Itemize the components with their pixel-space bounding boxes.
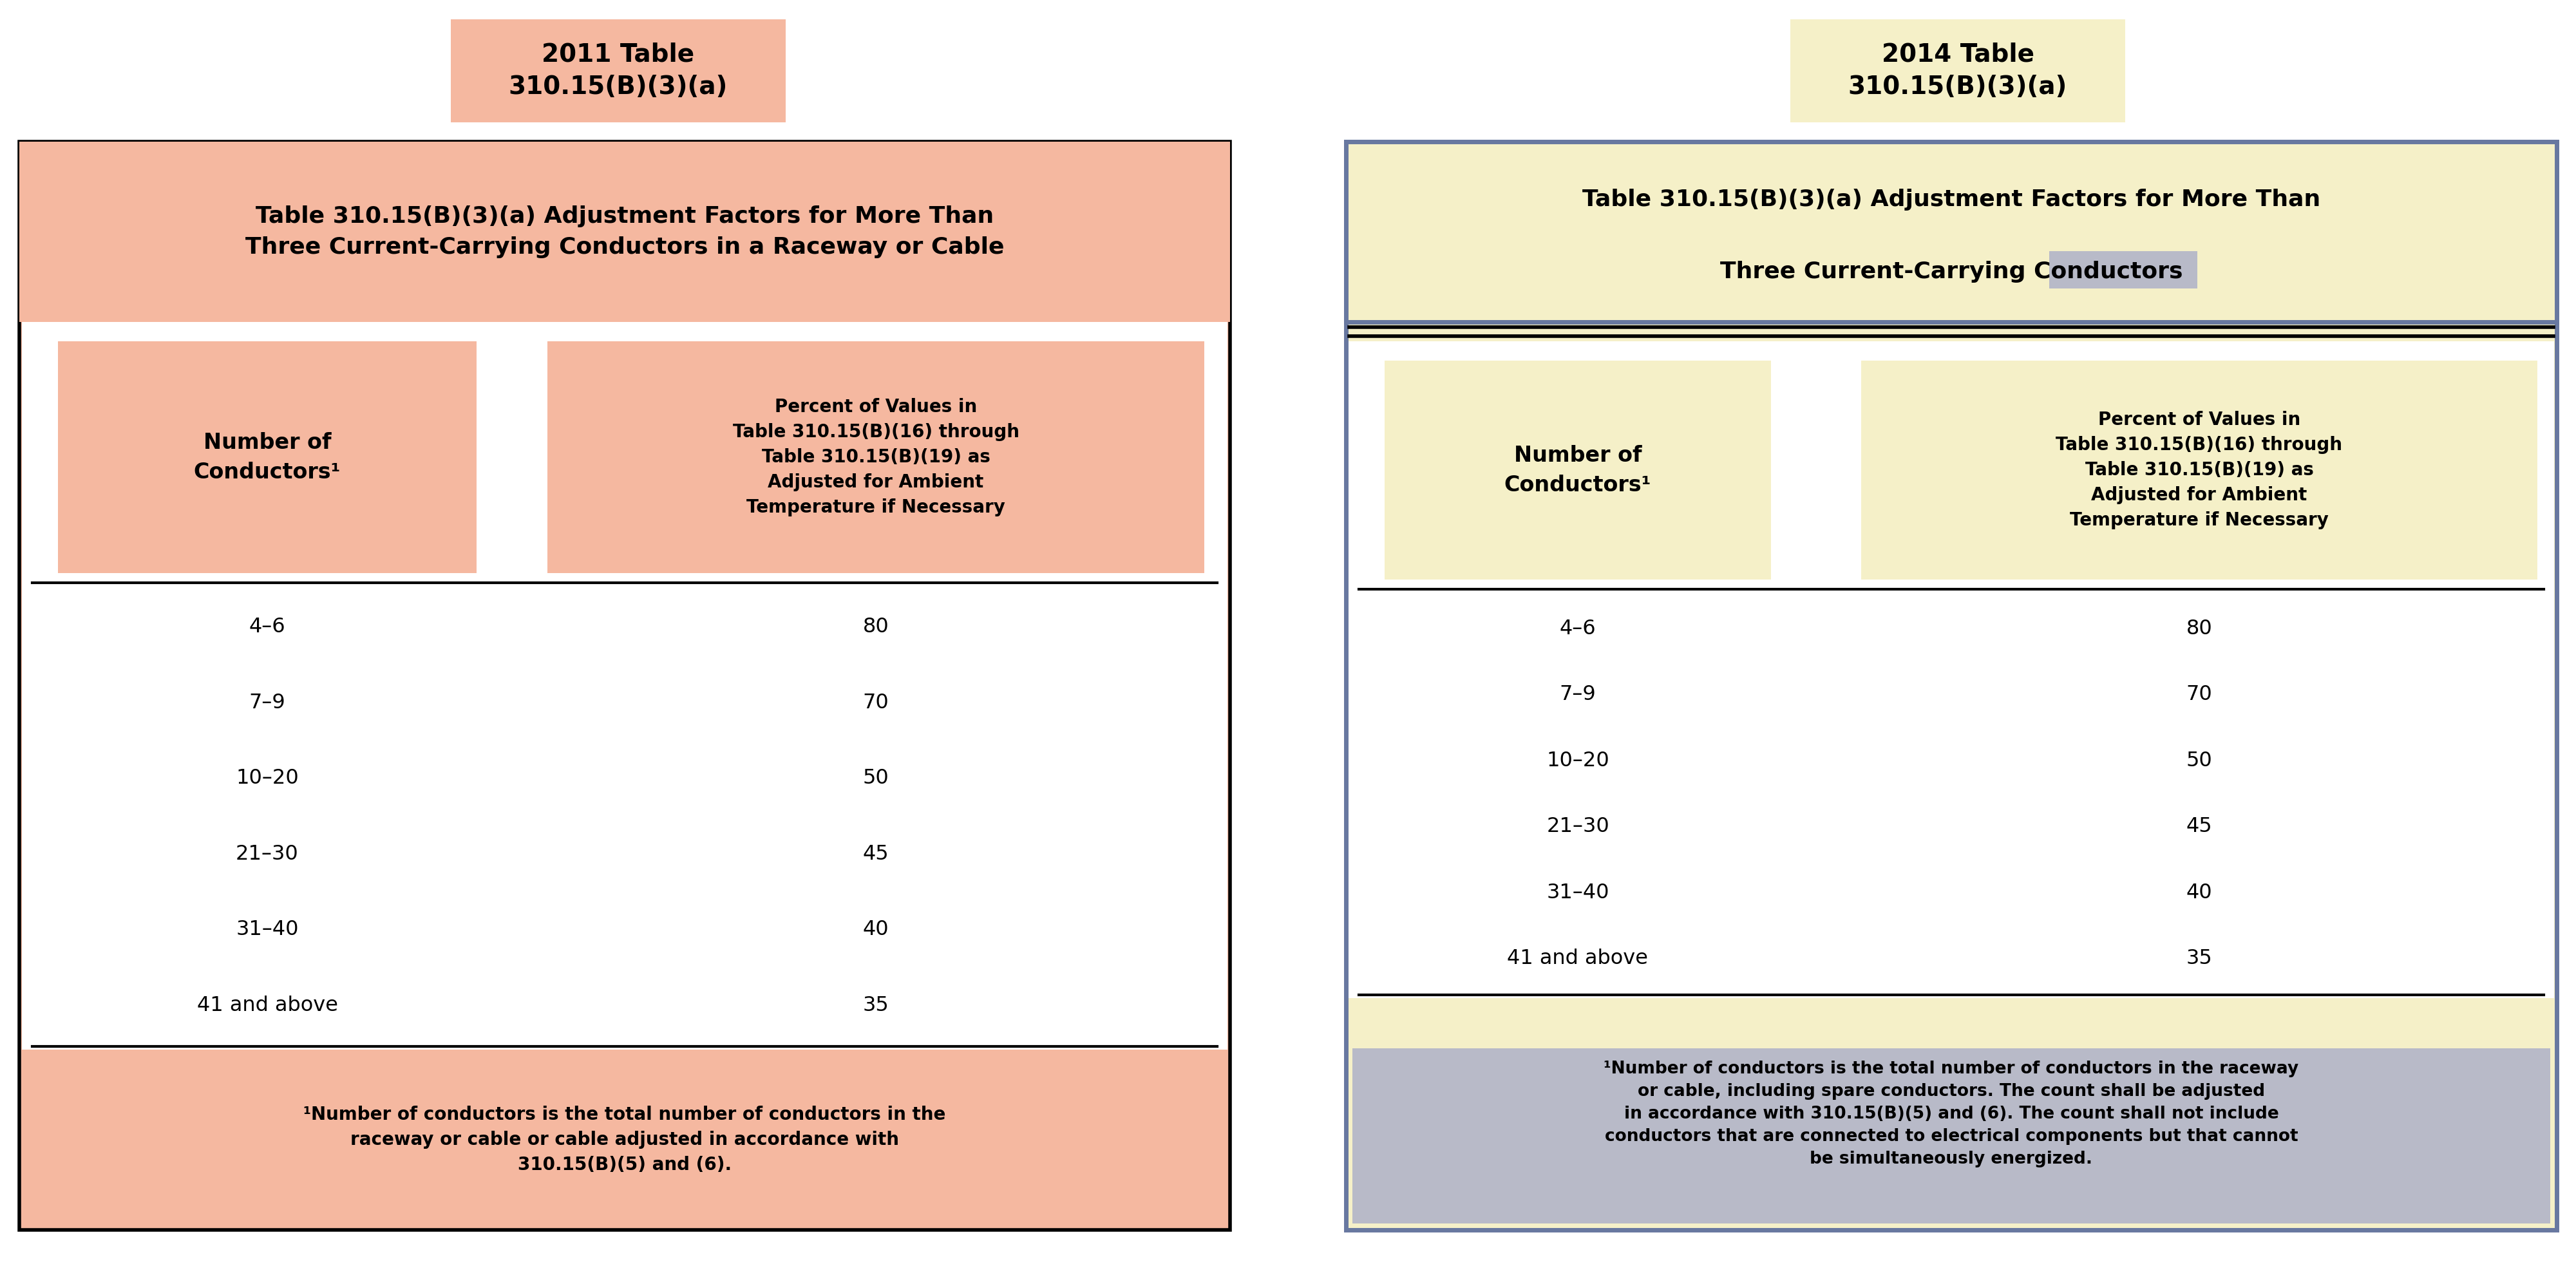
Text: 10–20: 10–20 <box>1546 751 1610 770</box>
Text: 80: 80 <box>863 618 889 637</box>
Text: 2014 Table
310.15(B)(3)(a): 2014 Table 310.15(B)(3)(a) <box>1847 42 2069 99</box>
Text: Table 310.15(B)(3)(a) Adjustment Factors for More Than: Table 310.15(B)(3)(a) Adjustment Factors… <box>1582 189 2321 211</box>
Bar <box>1790 19 2125 122</box>
Bar <box>1350 998 2555 1228</box>
Text: 31–40: 31–40 <box>237 919 299 940</box>
Bar <box>1860 361 2537 579</box>
Text: 41 and above: 41 and above <box>196 995 337 1016</box>
Text: 7–9: 7–9 <box>250 692 286 713</box>
Text: 70: 70 <box>863 692 889 713</box>
Text: Three Current-Carrying Conductors: Three Current-Carrying Conductors <box>1721 261 2182 282</box>
Text: 35: 35 <box>2187 949 2213 968</box>
Bar <box>1345 141 2555 322</box>
Text: 45: 45 <box>2187 817 2213 837</box>
Text: 40: 40 <box>2187 882 2213 903</box>
Text: ¹Number of conductors is the total number of conductors in the raceway
or cable,: ¹Number of conductors is the total numbe… <box>1605 1061 2298 1167</box>
Text: Table 310.15(B)(3)(a) Adjustment Factors for More Than
Three Current-Carrying Co: Table 310.15(B)(3)(a) Adjustment Factors… <box>245 205 1005 258</box>
Text: 4–6: 4–6 <box>1558 619 1597 638</box>
Text: Number of
Conductors¹: Number of Conductors¹ <box>1504 444 1651 496</box>
Text: Percent of Values in
Table 310.15(B)(16) through
Table 310.15(B)(19) as
Adjusted: Percent of Values in Table 310.15(B)(16)… <box>2056 411 2342 529</box>
Text: 45: 45 <box>863 844 889 864</box>
Text: 7–9: 7–9 <box>1558 684 1597 705</box>
Text: ¹Number of conductors is the total number of conductors in the
raceway or cable : ¹Number of conductors is the total numbe… <box>304 1106 945 1174</box>
Bar <box>1350 342 2555 998</box>
Bar <box>21 1049 1229 1228</box>
Text: 31–40: 31–40 <box>1546 882 1610 903</box>
Text: 70: 70 <box>2187 684 2213 705</box>
Bar <box>1386 361 1772 579</box>
Text: 80: 80 <box>2187 619 2213 638</box>
Text: 21–30: 21–30 <box>1546 817 1610 837</box>
Text: Percent of Values in
Table 310.15(B)(16) through
Table 310.15(B)(19) as
Adjusted: Percent of Values in Table 310.15(B)(16)… <box>732 398 1020 516</box>
Text: 50: 50 <box>863 768 889 788</box>
Text: 40: 40 <box>863 919 889 940</box>
Text: 41 and above: 41 and above <box>1507 949 1649 968</box>
Bar <box>451 19 786 122</box>
Bar <box>2050 250 2197 288</box>
Text: 10–20: 10–20 <box>237 768 299 788</box>
Bar <box>21 322 1229 1049</box>
Text: Number of
Conductors¹: Number of Conductors¹ <box>193 431 340 483</box>
Text: 2011 Table
310.15(B)(3)(a): 2011 Table 310.15(B)(3)(a) <box>507 42 729 99</box>
Text: 21–30: 21–30 <box>237 844 299 864</box>
Text: 35: 35 <box>863 995 889 1016</box>
Bar <box>57 342 477 573</box>
Text: 4–6: 4–6 <box>250 618 286 637</box>
Bar <box>1352 1048 2550 1224</box>
Text: 50: 50 <box>2187 751 2213 770</box>
Bar <box>21 141 1231 1230</box>
Bar <box>1345 141 2555 1230</box>
Bar <box>546 342 1206 573</box>
Bar <box>21 141 1231 322</box>
